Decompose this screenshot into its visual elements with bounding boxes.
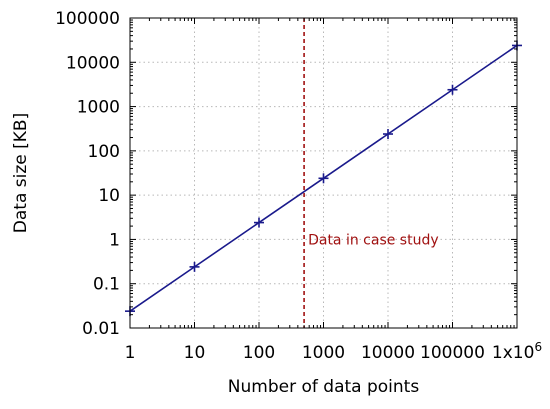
x-tick-labels: 1 10 100 1000 10000 100000 1x106 <box>125 340 542 363</box>
y-tick-label: 0.1 <box>93 275 120 295</box>
x-tick-label: 100000 <box>420 343 485 363</box>
ticks <box>129 17 518 329</box>
x-tick-label: 100 <box>243 343 275 363</box>
y-tick-label: 100000 <box>55 9 120 29</box>
y-tick-label: 1 <box>109 230 120 250</box>
x-tick-label: 1 <box>125 343 136 363</box>
x-tick-label: 10 <box>184 343 206 363</box>
data-point <box>383 129 393 140</box>
data-point <box>318 173 329 184</box>
x-tick-label: 1x106 <box>492 340 542 363</box>
data-point <box>254 217 264 228</box>
case-study-label: Data in case study <box>308 232 439 248</box>
y-tick-label: 100 <box>88 142 120 162</box>
y-axis-title: Data size [KB] <box>11 113 31 233</box>
x-tick-label: 1000 <box>302 343 345 363</box>
data-point <box>189 261 200 272</box>
x-tick-label: 10000 <box>361 343 415 363</box>
data-point <box>447 84 458 95</box>
y-tick-label: 10000 <box>66 53 120 73</box>
data-series <box>125 40 522 317</box>
x-axis-title: Number of data points <box>228 377 420 397</box>
grid <box>130 18 517 328</box>
y-tick-label: 0.01 <box>82 319 120 339</box>
y-tick-label: 10 <box>98 186 120 206</box>
y-tick-labels: 0.01 0.1 1 10 100 1000 10000 100000 <box>55 9 120 339</box>
y-tick-label: 1000 <box>77 98 120 118</box>
